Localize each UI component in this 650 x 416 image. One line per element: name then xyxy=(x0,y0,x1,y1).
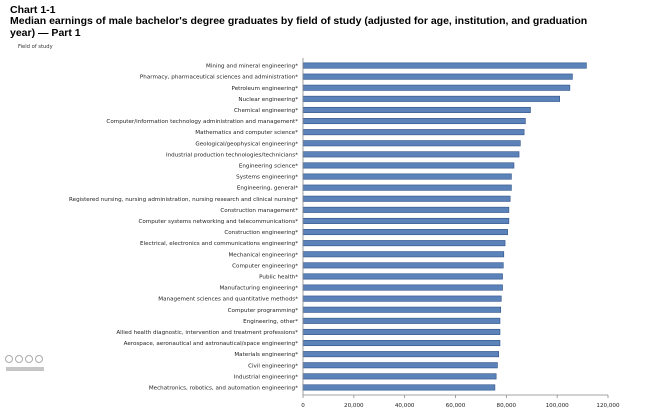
bar xyxy=(302,217,510,224)
category-label: Engineering, other* xyxy=(243,319,298,325)
bar xyxy=(302,84,571,91)
category-labels-layer: Mining and mineral engineering* Pharmacy,… xyxy=(69,64,298,392)
chart-subtitle: Median earnings of male bachelor's degre… xyxy=(10,15,588,39)
bar xyxy=(302,173,512,180)
category-label: Chemical engineering* xyxy=(234,108,298,114)
category-label: Materials engineering* xyxy=(234,352,298,358)
category-label: Mechanical engineering* xyxy=(228,252,298,258)
category-label: Engineering, general* xyxy=(237,186,298,192)
bar xyxy=(302,106,531,113)
bar xyxy=(302,373,497,380)
bar xyxy=(302,295,502,302)
watermark-logo-icon xyxy=(5,355,44,371)
category-label: Petroleum engineering* xyxy=(232,86,299,92)
bar xyxy=(302,328,501,335)
y-axis-title: Field of study xyxy=(18,44,53,50)
bar xyxy=(302,95,561,102)
bar xyxy=(302,340,501,347)
x-tick-label: 0 xyxy=(301,403,305,409)
category-label: Computer systems networking and telecomm… xyxy=(138,219,298,225)
bar xyxy=(302,262,504,269)
bar xyxy=(302,240,506,247)
category-label: Mechatronics, robotics, and automation e… xyxy=(149,385,298,391)
bar xyxy=(302,384,496,391)
bar xyxy=(302,284,503,291)
bar xyxy=(302,306,502,313)
category-label: Engineering science* xyxy=(239,163,298,169)
category-label: Mining and mineral engineering* xyxy=(206,64,298,70)
category-label: Electrical, electronics and communicatio… xyxy=(140,241,298,247)
category-label: Manufacturing engineering* xyxy=(219,286,298,292)
bar xyxy=(302,273,503,280)
bar xyxy=(302,118,526,125)
bar xyxy=(302,362,498,369)
x-tick-label: 100,000 xyxy=(546,403,570,409)
category-label: Aerospace, aeronautical and astronautica… xyxy=(124,341,299,347)
category-label: Registered nursing, nursing administrati… xyxy=(69,197,298,203)
x-axis: 0 20,000 40,000 60,000 80,000 100,000 120,000 xyxy=(301,58,620,409)
bar xyxy=(302,162,515,169)
bar xyxy=(302,317,501,324)
category-label: Mathematics and computer science* xyxy=(195,130,298,136)
category-label: Industrial engineering* xyxy=(234,374,298,380)
bar xyxy=(302,251,505,258)
category-label: Nuclear engineering* xyxy=(238,97,298,103)
category-label: Management sciences and quantitative met… xyxy=(158,297,298,303)
chart-title: Chart 1-1 xyxy=(10,4,56,16)
bar xyxy=(302,140,521,147)
category-label: Computer programming* xyxy=(228,308,299,314)
bar xyxy=(302,195,511,202)
bar xyxy=(302,229,508,236)
category-label: Construction management* xyxy=(220,208,298,214)
category-label: Civil engineering* xyxy=(248,363,298,369)
category-label: Construction engineering* xyxy=(224,230,298,236)
bar xyxy=(302,184,512,191)
category-label: Geological/geophysical engineering* xyxy=(195,141,298,147)
bars-layer xyxy=(302,62,587,391)
category-label: Allied health diagnostic, intervention a… xyxy=(116,330,298,336)
x-tick-label: 60,000 xyxy=(446,403,466,409)
category-label: Public health* xyxy=(259,274,298,280)
category-label: Computer engineering* xyxy=(232,263,298,269)
category-label: Industrial production technologies/techn… xyxy=(166,152,298,158)
bar xyxy=(302,351,500,358)
bar xyxy=(302,129,525,136)
x-tick-label: 40,000 xyxy=(395,403,415,409)
category-label: Computer/information technology administ… xyxy=(106,119,298,125)
bar xyxy=(302,73,573,80)
category-label: Pharmacy, pharmaceutical sciences and ad… xyxy=(140,75,298,81)
bar xyxy=(302,206,510,213)
category-label: Systems engineering* xyxy=(236,175,298,181)
x-tick-label: 80,000 xyxy=(497,403,517,409)
x-tick-label: 120,000 xyxy=(596,403,620,409)
bar xyxy=(302,62,587,69)
bar xyxy=(302,151,520,158)
x-tick-label: 20,000 xyxy=(344,403,364,409)
